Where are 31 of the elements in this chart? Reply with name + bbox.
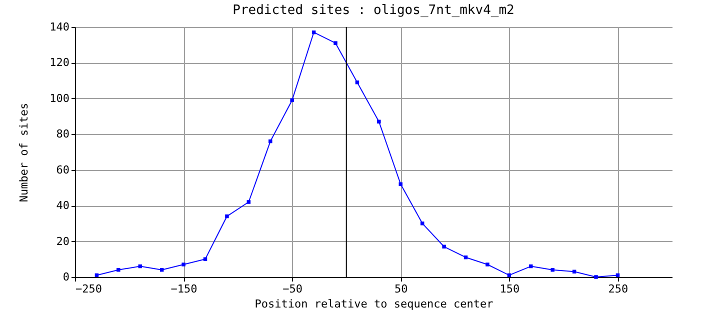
point: [334, 41, 338, 45]
y-tick-label: 20: [56, 234, 70, 248]
point: [377, 120, 381, 124]
point: [290, 98, 294, 102]
y-tick-label: 140: [50, 20, 70, 34]
point: [268, 139, 272, 144]
point: [442, 244, 446, 249]
point: [182, 262, 186, 266]
x-tick-label: −150: [170, 282, 198, 296]
y-tick-label: 100: [50, 92, 70, 105]
x-tick-label: 250: [608, 282, 628, 296]
point: [529, 264, 533, 268]
y-tick-label: 0: [62, 270, 70, 284]
y-tick-label: 80: [56, 128, 70, 141]
x-tick-label: 50: [394, 282, 408, 296]
x-tick-label: 150: [500, 282, 520, 296]
y-tick-label: 120: [50, 56, 70, 70]
y-axis-title: Number of sites: [18, 102, 31, 202]
point: [486, 262, 490, 266]
point: [116, 268, 120, 272]
point: [594, 275, 598, 279]
point: [420, 222, 424, 226]
x-tick-label: −250: [76, 282, 102, 296]
x-axis-title: Position relative to sequence center: [254, 298, 494, 310]
point: [550, 268, 554, 272]
y-tick-label: 60: [56, 163, 70, 176]
point: [225, 214, 229, 218]
point: [246, 200, 251, 204]
x-tick-label: −50: [282, 282, 303, 296]
chart-title: Predicted sites : oligos_7nt_mkv4_m2: [232, 3, 514, 18]
y-tick-label: 40: [56, 199, 70, 212]
